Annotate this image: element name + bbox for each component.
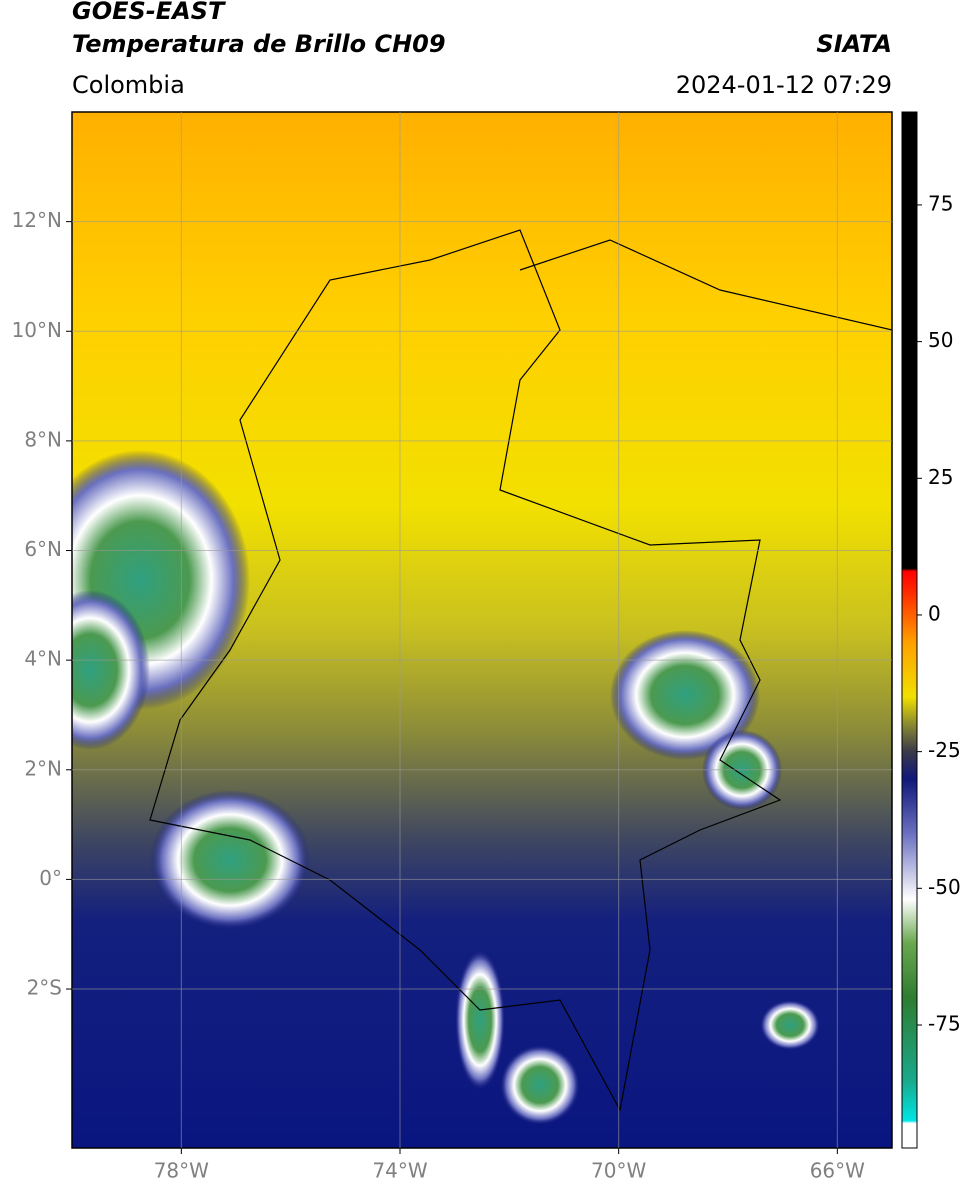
y-tick-label: 12°N	[12, 208, 62, 232]
title: GOES-EAST	[72, 0, 226, 25]
datetime: 2024-01-12 07:29	[676, 71, 892, 99]
y-tick-label: 2°S	[27, 976, 62, 1000]
y-tick-label: 6°N	[24, 537, 62, 561]
colorbar-tick-label: -25	[928, 738, 961, 762]
x-tick-label: 78°W	[154, 1159, 209, 1183]
x-tick-label: 70°W	[591, 1159, 646, 1183]
y-tick-label: 10°N	[12, 318, 62, 342]
y-tick-label: 8°N	[24, 427, 62, 451]
x-tick-label: 74°W	[372, 1159, 427, 1183]
colorbar-tick-label: 75	[928, 191, 953, 215]
colorbar-tick-label: -75	[928, 1011, 961, 1035]
y-tick-label: 0°	[39, 866, 62, 890]
subtitle: Temperatura de Brillo CH09	[72, 30, 446, 58]
map-image	[72, 112, 892, 1148]
y-tick-label: 4°N	[24, 647, 62, 671]
colorbar-tick-label: -50	[928, 875, 961, 899]
colorbar-tick-label: 0	[928, 601, 941, 625]
map-frame	[71, 111, 893, 1149]
colorbar-tick-label: 25	[928, 465, 953, 489]
region: Colombia	[72, 71, 185, 99]
agency: SIATA	[816, 30, 892, 58]
colorbar	[901, 111, 918, 1149]
x-tick-label: 66°W	[810, 1159, 865, 1183]
y-tick-label: 2°N	[24, 756, 62, 780]
colorbar-tick-label: 50	[928, 328, 953, 352]
